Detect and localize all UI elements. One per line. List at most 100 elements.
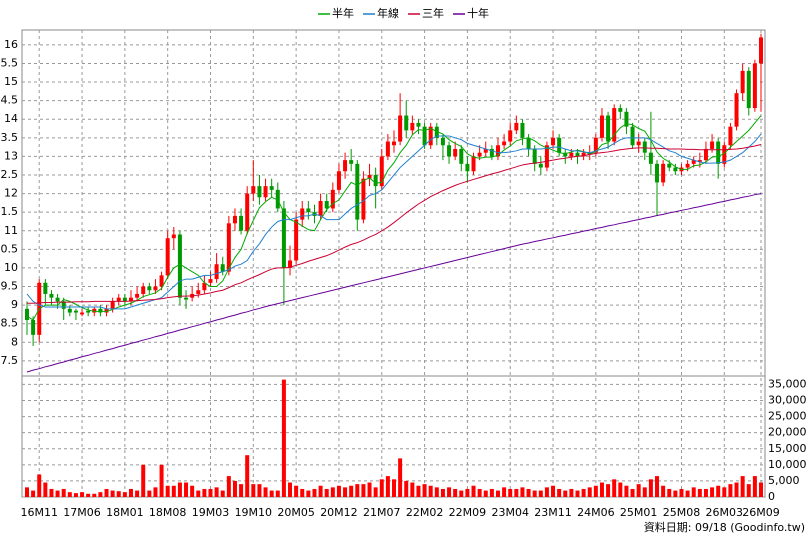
volume-bar	[514, 488, 519, 497]
volume-bar	[404, 480, 409, 497]
candle-body	[110, 301, 115, 309]
volume-bar	[245, 455, 250, 497]
x-tick-label: 25M01	[620, 506, 658, 519]
volume-bar	[330, 487, 335, 497]
y-tick-label: 12	[4, 187, 18, 200]
volume-bar	[257, 484, 262, 497]
candle-body	[520, 122, 525, 138]
volume-bar	[355, 484, 360, 497]
volume-bar	[128, 488, 133, 497]
volume-bar	[636, 484, 641, 497]
x-tick-label: 26M03	[706, 506, 744, 519]
volume-bar	[318, 485, 323, 497]
volume-tick-label: 30,000	[768, 394, 807, 407]
candle-body	[483, 148, 488, 153]
volume-tick-label: 35,000	[768, 377, 807, 390]
x-tick-label: 19M10	[235, 506, 273, 519]
candle-body	[61, 301, 66, 309]
volume-bar	[324, 488, 329, 497]
candle-body	[667, 163, 672, 168]
volume-bar	[593, 485, 598, 497]
volume-bar	[612, 479, 617, 497]
volume-bar	[184, 482, 189, 497]
legend-label: 半年	[332, 6, 354, 20]
candle-body	[232, 215, 237, 224]
volume-bar	[618, 482, 623, 497]
candle-body	[404, 115, 409, 131]
volume-bar	[453, 488, 458, 497]
candle-body	[239, 215, 244, 231]
volume-bar	[477, 488, 482, 497]
candle-body	[575, 152, 580, 157]
volume-bar	[379, 479, 384, 497]
candle-body	[624, 111, 629, 127]
volume-bar	[434, 487, 439, 497]
candle-body	[471, 156, 476, 172]
volume-bar	[208, 488, 213, 497]
volume-bar	[37, 474, 42, 497]
candle-body	[722, 145, 727, 164]
candle-body	[275, 189, 280, 209]
volume-bar	[447, 487, 452, 497]
volume-bar	[398, 458, 403, 497]
candle-body	[171, 234, 176, 239]
candle-body	[685, 163, 690, 168]
ma-line	[26, 133, 762, 310]
volume-bar	[673, 490, 678, 497]
volume-bar	[630, 488, 635, 497]
candle-body	[43, 282, 48, 294]
volume-bar	[190, 485, 195, 497]
candle-body	[710, 141, 715, 149]
volume-bar	[239, 484, 244, 497]
volume-bar	[349, 485, 354, 497]
candle-body	[434, 126, 439, 138]
volume-bar	[685, 490, 690, 497]
candle-body	[196, 290, 201, 294]
x-tick-label: 22M02	[406, 506, 444, 519]
candle-body	[532, 148, 537, 164]
volume-bar	[728, 484, 733, 497]
candle-body	[367, 174, 372, 179]
volume-bar	[281, 379, 286, 497]
volume-bar	[263, 487, 268, 497]
x-tick-label: 24M06	[577, 506, 615, 519]
candle-body	[324, 201, 329, 209]
candle-body	[202, 282, 207, 291]
candle-body	[336, 171, 341, 190]
volume-tick-label: 0	[768, 490, 775, 503]
volume-bar	[49, 488, 54, 497]
volume-tick-label: 25,000	[768, 410, 807, 423]
candle-body	[502, 141, 507, 146]
candle-body	[465, 163, 470, 172]
candle-body	[673, 167, 678, 172]
volume-tick-label: 15,000	[768, 442, 807, 455]
x-tick-label: 17M06	[63, 506, 101, 519]
candle-body	[630, 126, 635, 146]
y-tick-label: 9	[11, 298, 18, 311]
volume-bar	[336, 485, 341, 497]
volume-bar	[416, 485, 421, 497]
candle-body	[49, 293, 54, 298]
y-tick-label: 9.5	[1, 280, 19, 293]
candle-body	[392, 141, 396, 146]
candle-body	[318, 201, 323, 216]
volume-bar	[165, 485, 170, 497]
volume-bar	[55, 490, 60, 497]
volume-bar	[538, 490, 543, 497]
x-tick-label: 18M01	[106, 506, 144, 519]
volume-bar	[25, 487, 29, 497]
volume-bar	[691, 487, 696, 497]
candle-body	[343, 160, 348, 172]
candle-body	[740, 70, 745, 94]
candle-body	[80, 312, 85, 315]
y-tick-label: 11	[4, 224, 18, 237]
volume-bar	[759, 482, 763, 497]
candle-body	[398, 115, 403, 142]
candle-body	[177, 234, 182, 298]
candle-body	[184, 297, 189, 300]
volume-bar	[752, 476, 757, 497]
candle-body	[661, 163, 666, 183]
candle-body	[648, 152, 653, 164]
y-tick-label: 14	[4, 112, 18, 125]
candle-body	[569, 152, 574, 157]
